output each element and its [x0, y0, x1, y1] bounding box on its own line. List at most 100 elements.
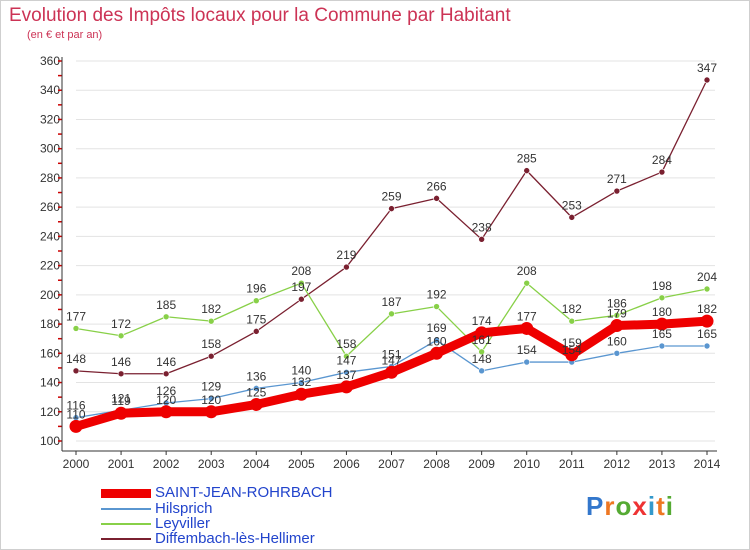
data-point — [298, 379, 305, 386]
data-label: 208 — [517, 264, 537, 278]
data-label: 284 — [652, 153, 672, 167]
data-label: 126 — [156, 384, 176, 398]
data-label: 285 — [517, 152, 537, 166]
data-point — [388, 310, 395, 318]
data-label: 116 — [66, 399, 85, 413]
data-label: 147 — [381, 353, 401, 367]
chart-title: Evolution des Impôts locaux pour la Comm… — [9, 5, 511, 26]
data-point — [613, 350, 621, 357]
data-point — [478, 236, 485, 243]
data-point — [523, 358, 531, 366]
data-point — [72, 325, 80, 332]
data-point — [339, 380, 353, 394]
line-chart: 100 120 140 160 180 200 220 240 260 280 300 320 340 3… — [40, 54, 721, 471]
data-point — [568, 317, 576, 325]
y-tick-label: 360 — [40, 54, 60, 68]
data-point — [207, 352, 215, 360]
x-tick-label: 2002 — [153, 457, 180, 471]
data-point — [162, 370, 170, 378]
y-tick-label: 160 — [40, 346, 60, 360]
data-point — [658, 168, 666, 176]
legend-label: Diffembach-lès-Hellimer — [155, 530, 315, 547]
x-tick-label: 2014 — [694, 457, 721, 471]
data-label: 137 — [336, 368, 356, 382]
legend-label: SAINT-JEAN-ROHRBACH — [155, 484, 333, 501]
data-point — [294, 387, 308, 401]
data-point — [610, 319, 624, 333]
data-label: 146 — [156, 355, 176, 369]
x-tick-label: 2001 — [108, 457, 135, 471]
data-label: 140 — [291, 364, 311, 378]
data-label: 219 — [336, 248, 356, 262]
data-point — [520, 321, 534, 335]
data-point — [478, 348, 485, 356]
data-point — [343, 369, 350, 376]
data-label: 165 — [697, 327, 717, 341]
data-point — [72, 367, 80, 375]
data-label: 180 — [652, 305, 672, 319]
data-point — [475, 326, 489, 340]
y-tick-label: 260 — [40, 200, 60, 214]
y-tick-label: 220 — [40, 259, 60, 273]
x-tick-label: 2006 — [333, 457, 360, 471]
y-tick-label: 140 — [40, 376, 60, 390]
logo-letter: t — [656, 491, 666, 521]
x-tick-label: 2007 — [378, 457, 405, 471]
data-label: 238 — [472, 220, 492, 234]
data-point — [703, 285, 711, 293]
data-point — [117, 332, 125, 340]
data-point — [343, 352, 350, 360]
data-point — [388, 205, 395, 212]
data-label: 172 — [111, 317, 131, 331]
x-tick-label: 2011 — [559, 457, 585, 471]
data-label: 154 — [517, 343, 537, 357]
data-label: 182 — [697, 302, 717, 316]
data-label: 121 — [111, 391, 131, 405]
data-point — [159, 405, 173, 419]
data-label: 148 — [66, 352, 86, 366]
legend-swatch — [101, 523, 151, 525]
legend-swatch — [101, 488, 151, 498]
x-tick-label: 2000 — [63, 457, 90, 471]
data-label: 198 — [652, 279, 672, 293]
data-point — [298, 295, 305, 303]
data-label: 154 — [562, 343, 582, 357]
data-label: 179 — [607, 307, 627, 321]
data-point — [523, 167, 531, 174]
data-label: 259 — [381, 190, 401, 204]
x-tick-label: 2004 — [243, 457, 270, 471]
data-label: 192 — [427, 288, 447, 302]
series-lines — [69, 76, 714, 433]
data-label: 159 — [562, 336, 582, 350]
data-point — [568, 214, 576, 221]
grid-lines — [76, 60, 715, 442]
data-label: 160 — [427, 334, 447, 348]
data-point — [252, 297, 260, 304]
legend-swatch — [101, 508, 151, 510]
data-label: 146 — [111, 355, 131, 369]
data-label: 204 — [697, 270, 717, 284]
data-point — [658, 294, 666, 302]
data-point — [478, 367, 485, 375]
data-label: 132 — [291, 375, 311, 389]
logo-letter: o — [615, 491, 633, 521]
data-point — [207, 317, 215, 325]
axes: 100 120 140 160 180 200 220 240 260 280 300 320 340 3… — [40, 54, 721, 471]
data-point — [655, 317, 669, 331]
x-tick-label: 2009 — [468, 457, 495, 471]
y-tick-label: 200 — [40, 288, 60, 302]
data-label: 182 — [562, 302, 582, 316]
y-tick-label: 300 — [40, 142, 60, 156]
data-label: 253 — [562, 198, 582, 212]
x-tick-label: 2008 — [423, 457, 450, 471]
data-label: 120 — [156, 393, 176, 407]
data-label: 196 — [246, 282, 266, 296]
data-label: 186 — [607, 296, 627, 310]
data-label: 185 — [156, 298, 176, 312]
data-point — [343, 263, 350, 271]
data-point — [658, 342, 666, 350]
chart-subtitle: (en € et par an) — [27, 29, 103, 41]
logo-letter: x — [632, 491, 648, 521]
logo-letter: r — [604, 491, 616, 521]
